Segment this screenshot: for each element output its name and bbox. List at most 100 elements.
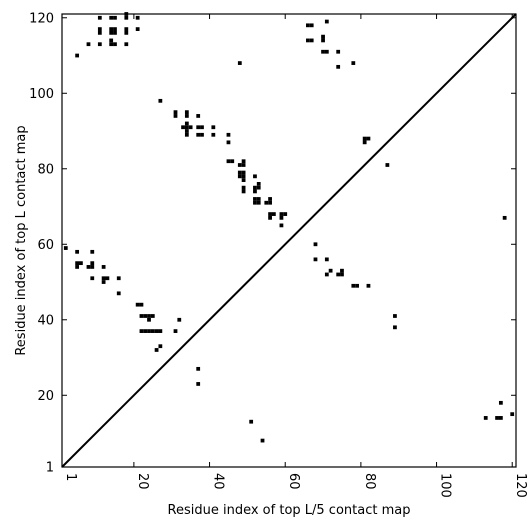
x-tick-label: 100: [438, 473, 453, 498]
contact-point: [324, 19, 329, 24]
y-tick-label: 20: [37, 389, 54, 404]
contact-point: [86, 265, 91, 269]
contact-point: [184, 121, 189, 126]
contact-point: [279, 223, 284, 228]
x-tick-label: 1: [63, 473, 78, 481]
contact-point: [97, 27, 102, 31]
contact-point: [200, 125, 204, 130]
plot-frame: [61, 13, 517, 468]
contact-point: [184, 129, 189, 133]
contact-point: [173, 329, 178, 333]
contact-point: [253, 189, 257, 194]
x-tick-label: 40: [211, 473, 226, 490]
contact-point: [313, 242, 318, 247]
contact-point: [211, 125, 216, 130]
contact-point: [483, 416, 488, 420]
contact-point: [324, 49, 329, 54]
contact-point: [124, 27, 129, 31]
x-tick-label: 120: [513, 473, 528, 498]
contact-point: [139, 302, 144, 307]
contact-point: [393, 325, 397, 330]
contact-point: [196, 382, 201, 386]
contact-point: [393, 314, 397, 318]
contact-point: [184, 125, 189, 130]
contact-point: [328, 268, 333, 273]
y-tick-label: 1: [46, 461, 54, 476]
contact-point: [362, 136, 367, 141]
contact-point: [271, 212, 276, 216]
contact-point: [249, 419, 254, 424]
contact-point: [113, 27, 117, 31]
contact-point: [256, 181, 261, 186]
contact-point: [90, 261, 95, 266]
contact-point: [158, 329, 163, 333]
contact-point: [366, 283, 371, 288]
contact-point: [90, 276, 95, 281]
contact-point: [75, 261, 80, 266]
contact-point: [241, 185, 246, 190]
contact-point: [385, 163, 390, 167]
x-axis-label: Residue index of top L/5 contact map: [168, 503, 411, 518]
contact-point: [113, 30, 117, 35]
contact-point: [173, 110, 178, 115]
contact-point: [351, 283, 356, 288]
contact-point: [340, 272, 344, 277]
contact-point: [97, 30, 102, 35]
y-tick-label: 120: [29, 11, 54, 26]
contact-point: [324, 272, 329, 277]
contact-point: [253, 197, 257, 201]
contact-point: [63, 246, 68, 250]
contact-point: [366, 136, 371, 141]
contact-point: [502, 215, 507, 220]
contact-point: [75, 265, 80, 269]
contact-point: [143, 314, 148, 318]
contact-point: [90, 249, 95, 254]
contact-point: [79, 261, 83, 266]
contact-point: [253, 200, 257, 205]
contact-point: [309, 23, 314, 28]
contact-point: [101, 276, 106, 281]
contact-point: [237, 170, 242, 175]
contact-point: [150, 329, 155, 333]
contact-point: [188, 125, 193, 130]
contact-point: [105, 276, 110, 281]
contact-point: [268, 212, 272, 216]
contact-point: [154, 329, 159, 333]
contact-point: [253, 185, 257, 190]
contact-point: [158, 344, 163, 349]
contact-point: [184, 132, 189, 137]
contact-point: [97, 42, 102, 47]
x-tick-label: 60: [286, 473, 301, 490]
contact-point: [196, 114, 201, 118]
x-tick-label: 80: [362, 473, 377, 490]
contact-point: [321, 34, 325, 39]
contact-point: [279, 215, 284, 220]
contact-point: [150, 314, 155, 318]
contact-point: [75, 53, 80, 58]
contact-point: [113, 42, 117, 47]
contact-point: [498, 416, 503, 420]
x-tick-label: 20: [135, 473, 150, 490]
contact-point: [196, 132, 201, 137]
contact-point: [264, 200, 269, 205]
contact-point: [241, 170, 246, 175]
contact-point: [279, 212, 284, 216]
contact-point: [510, 412, 515, 417]
contact-point: [336, 272, 341, 277]
contact-point: [226, 132, 231, 137]
contact-point: [226, 140, 231, 145]
contact-point: [230, 159, 235, 164]
contact-point: [495, 416, 499, 420]
contact-point: [124, 42, 129, 47]
contact-point: [109, 42, 114, 47]
contact-point: [237, 61, 242, 65]
contact-point: [90, 265, 95, 269]
contact-point: [309, 38, 314, 43]
contact-point: [498, 400, 503, 405]
contact-point: [184, 110, 189, 115]
contact-point: [86, 42, 91, 47]
contact-point: [268, 215, 272, 220]
contact-point: [313, 257, 318, 262]
